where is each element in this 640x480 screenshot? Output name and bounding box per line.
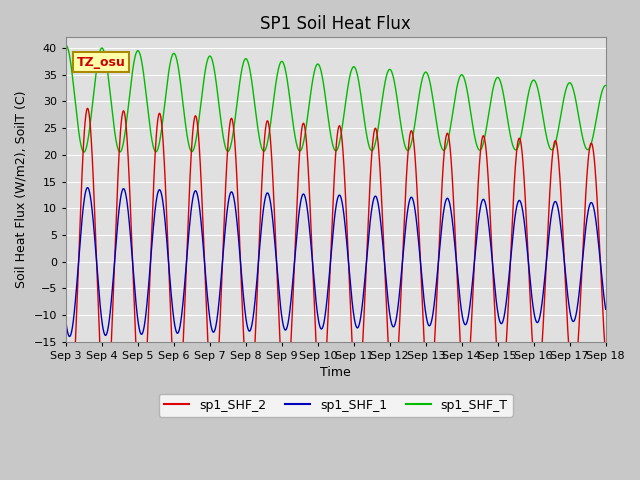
Text: TZ_osu: TZ_osu	[77, 56, 125, 69]
sp1_SHF_T	[62, 42, 70, 48]
Title: SP1 Soil Heat Flux: SP1 Soil Heat Flux	[260, 15, 411, 33]
sp1_SHF_T	[182, 128, 190, 133]
sp1_SHF_2	[602, 354, 609, 360]
sp1_SHF_1	[170, 314, 177, 320]
sp1_SHF_T	[80, 149, 88, 155]
sp1_SHF_2	[84, 106, 92, 111]
sp1_SHF_2	[491, 308, 499, 314]
sp1_SHF_2	[183, 253, 191, 259]
sp1_SHF_1	[602, 306, 609, 312]
sp1_SHF_T	[490, 81, 498, 86]
sp1_SHF_2	[420, 338, 428, 344]
X-axis label: Time: Time	[321, 367, 351, 380]
sp1_SHF_T	[538, 108, 546, 113]
sp1_SHF_2	[538, 337, 546, 343]
Y-axis label: Soil Heat Flux (W/m2), SoilT (C): Soil Heat Flux (W/m2), SoilT (C)	[15, 91, 28, 288]
sp1_SHF_T	[243, 57, 251, 62]
Line: sp1_SHF_T: sp1_SHF_T	[66, 45, 605, 152]
sp1_SHF_T	[170, 51, 177, 57]
sp1_SHF_T	[602, 83, 609, 88]
sp1_SHF_2	[243, 389, 251, 395]
Legend: sp1_SHF_2, sp1_SHF_1, sp1_SHF_T: sp1_SHF_2, sp1_SHF_1, sp1_SHF_T	[159, 394, 513, 417]
sp1_SHF_1	[62, 319, 70, 325]
sp1_SHF_1	[183, 256, 191, 262]
sp1_SHF_2	[170, 373, 177, 379]
sp1_SHF_1	[491, 283, 499, 289]
sp1_SHF_1	[538, 298, 546, 304]
Line: sp1_SHF_1: sp1_SHF_1	[66, 188, 605, 336]
sp1_SHF_1	[420, 298, 428, 304]
sp1_SHF_T	[420, 72, 428, 77]
sp1_SHF_2	[66, 414, 74, 420]
sp1_SHF_1	[66, 334, 74, 339]
sp1_SHF_1	[243, 323, 251, 328]
sp1_SHF_1	[84, 185, 92, 191]
sp1_SHF_2	[62, 384, 70, 390]
Line: sp1_SHF_2: sp1_SHF_2	[66, 108, 605, 417]
